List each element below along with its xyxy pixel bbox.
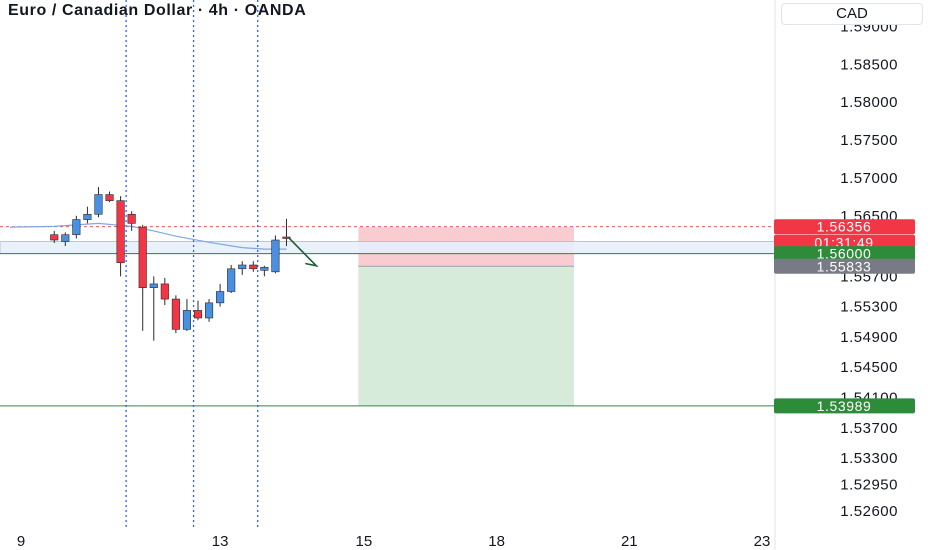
y-tick-label: 1.57000: [840, 170, 898, 187]
candle-19: [260, 265, 269, 277]
x-tick-label: 13: [212, 533, 229, 550]
price-label-box-2: [774, 246, 915, 262]
y-tick-label: 1.57500: [840, 132, 898, 149]
y-tick-label: 1.58500: [840, 56, 898, 73]
price-label-0: 1.56356: [817, 219, 872, 235]
candle-16: [227, 265, 236, 294]
x-tick-label: 21: [621, 533, 638, 550]
candle-body: [94, 194, 103, 215]
candle-5: [105, 191, 114, 203]
projection-arrow: [288, 237, 319, 268]
entry-band: [0, 241, 776, 255]
candle-14: [204, 299, 214, 322]
candle-body: [127, 213, 136, 224]
candle-4: [94, 187, 103, 218]
candle-8: [138, 224, 147, 331]
candle-body: [282, 236, 291, 239]
reward-zone: [358, 266, 574, 406]
candle-15: [216, 283, 225, 307]
candle-0: [50, 230, 59, 244]
candle-18: [249, 261, 258, 272]
candle-body: [116, 200, 125, 264]
x-tick-label: 9: [17, 533, 25, 550]
y-tick-label: 1.52600: [840, 503, 898, 520]
candle-body: [182, 310, 192, 330]
candle-17: [238, 261, 247, 275]
candle-20: [271, 235, 280, 274]
candle-body: [138, 226, 147, 289]
candle-1: [61, 232, 70, 247]
y-tick-label: 1.53700: [840, 420, 898, 437]
candle-3: [83, 206, 92, 224]
candle-21: [282, 218, 291, 247]
candle-body: [271, 239, 280, 273]
candle-body: [61, 234, 70, 242]
candle-body: [238, 264, 247, 270]
candle-body: [72, 219, 81, 236]
currency-selector[interactable]: CAD: [781, 3, 923, 25]
x-tick-label: 15: [356, 533, 373, 550]
candle-body: [149, 283, 158, 289]
candle-body: [204, 302, 214, 319]
y-tick-label: 1.53300: [840, 450, 898, 467]
candle-6: [116, 196, 125, 277]
candle-10: [160, 277, 169, 306]
candle-body: [216, 291, 225, 304]
candle-body: [160, 283, 169, 300]
candle-body: [83, 213, 92, 220]
candle-body: [105, 194, 114, 201]
y-tick-label: 1.54500: [840, 359, 898, 376]
y-tick-label: 1.52950: [840, 477, 898, 494]
price-label-box-1: [774, 234, 915, 250]
x-tick-label: 23: [754, 533, 771, 550]
candle-12: [182, 299, 192, 331]
price-label-box-0: [774, 219, 915, 235]
x-tick-label: 18: [488, 533, 505, 550]
candle-body: [260, 266, 269, 271]
candle-body: [227, 268, 236, 292]
candle-9: [149, 276, 158, 341]
candle-body: [171, 298, 180, 330]
price-label-2: 1.56000: [817, 246, 872, 262]
candle-2: [72, 215, 81, 239]
candle-body: [193, 310, 203, 319]
y-tick-label: 1.58000: [840, 94, 898, 111]
candle-7: [127, 211, 136, 231]
price-label-4: 1.53989: [817, 398, 872, 414]
candle-13: [193, 300, 203, 321]
candle-11: [171, 295, 180, 334]
price-label-box-4: [774, 398, 915, 414]
y-tick-label: 1.54900: [840, 329, 898, 346]
candle-body: [249, 264, 258, 270]
y-tick-label: 1.55300: [840, 299, 898, 316]
candle-body: [50, 234, 59, 241]
price-label-3: 1.55833: [817, 258, 872, 274]
chart-title: Euro / Canadian Dollar · 4h · OANDA: [8, 2, 307, 19]
price-label-box-3: [774, 258, 915, 274]
